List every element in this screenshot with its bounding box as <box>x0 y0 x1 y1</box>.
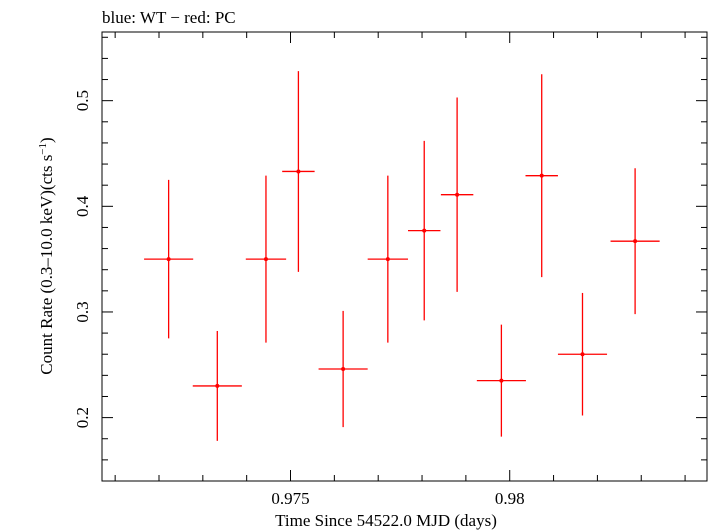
point-marker <box>341 367 346 372</box>
data-points <box>144 71 660 441</box>
x-axis: 0.975 0.98 <box>114 32 686 508</box>
data-point <box>367 175 409 343</box>
x-axis-label: Time Since 54522.0 MJD (days) <box>275 511 497 530</box>
data-point <box>282 71 315 272</box>
data-point <box>192 330 242 441</box>
point-marker <box>263 257 268 262</box>
y-axis-label-main: Count Rate (0.3–10.0 keV)(cts s <box>37 155 56 375</box>
y-tick-label: 0.2 <box>73 407 92 428</box>
y-tick-label: 0.4 <box>73 195 92 217</box>
y-axis-label: Count Rate (0.3–10.0 keV)(cts s−1) <box>37 137 56 374</box>
data-point <box>245 175 287 343</box>
point-marker <box>422 228 427 233</box>
chart-title: blue: WT − red: PC <box>102 8 236 27</box>
y-axis-label-end: ) <box>37 137 56 143</box>
point-marker <box>215 383 220 388</box>
y-axis-label-sup: −1 <box>37 143 49 155</box>
point-marker <box>166 257 171 262</box>
x-tick-label: 0.975 <box>271 489 309 508</box>
data-point <box>525 74 558 278</box>
point-marker <box>633 239 638 244</box>
point-marker <box>499 378 504 383</box>
point-marker <box>455 192 460 197</box>
point-marker <box>580 352 585 357</box>
point-marker <box>296 169 301 174</box>
x-tick-label: 0.98 <box>495 489 525 508</box>
y-axis: 0.2 0.3 0.4 0.5 <box>73 36 707 461</box>
y-tick-label: 0.3 <box>73 301 92 322</box>
point-marker <box>539 173 544 178</box>
point-marker <box>385 257 390 262</box>
data-point <box>408 140 441 321</box>
data-point <box>476 324 526 437</box>
plot-frame <box>101 31 708 482</box>
data-point <box>610 168 660 315</box>
y-tick-label: 0.5 <box>73 90 92 111</box>
data-point <box>440 97 474 292</box>
data-point <box>318 310 368 428</box>
data-point <box>144 179 194 339</box>
data-point <box>557 292 608 416</box>
